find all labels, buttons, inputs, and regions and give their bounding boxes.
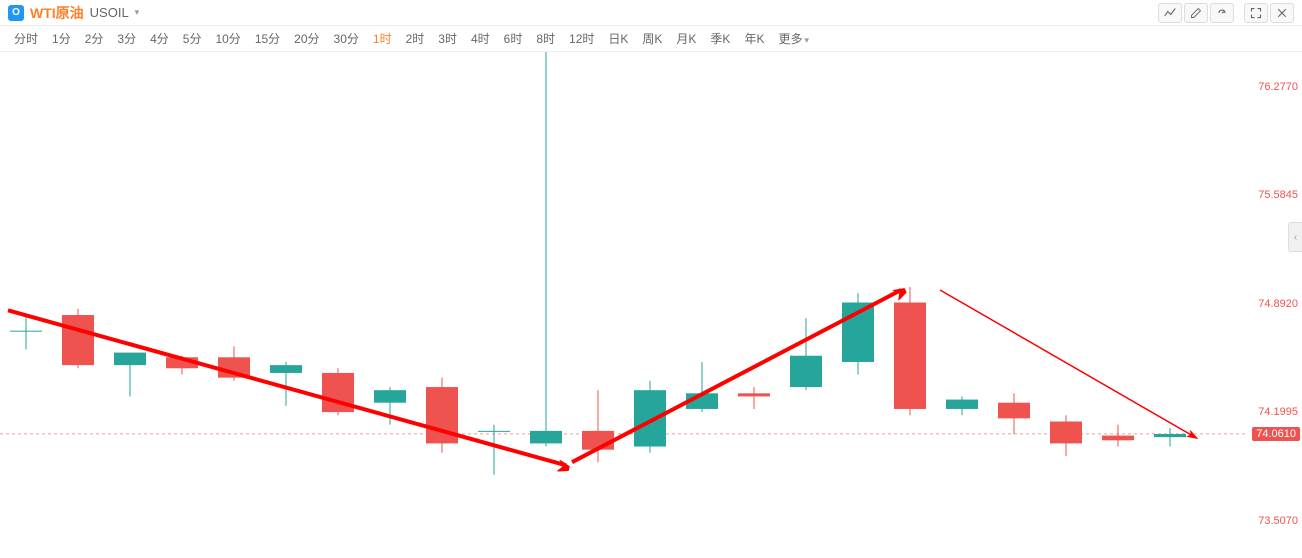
timeframe-10分[interactable]: 10分 xyxy=(209,28,246,49)
timeframe-周K[interactable]: 周K xyxy=(636,28,668,49)
timeframe-分时[interactable]: 分时 xyxy=(8,28,44,49)
price-label: 73.5070 xyxy=(1258,515,1298,527)
timeframe-8时[interactable]: 8时 xyxy=(530,28,561,49)
indicator-button[interactable] xyxy=(1158,3,1182,23)
timeframe-2时[interactable]: 2时 xyxy=(400,28,431,49)
symbol-icon: O xyxy=(8,5,24,21)
timeframe-20分[interactable]: 20分 xyxy=(288,28,325,49)
timeframe-年K[interactable]: 年K xyxy=(738,28,770,49)
timeframe-12时[interactable]: 12时 xyxy=(563,28,600,49)
edit-button[interactable] xyxy=(1184,3,1208,23)
timeframe-4时[interactable]: 4时 xyxy=(465,28,496,49)
price-label: 75.5845 xyxy=(1258,189,1298,201)
toolbar xyxy=(1158,3,1294,23)
timeframe-2分[interactable]: 2分 xyxy=(79,28,110,49)
timeframe-30分[interactable]: 30分 xyxy=(328,28,365,49)
symbol-name: WTI原油 xyxy=(30,3,84,23)
price-current-label: 74.0610 xyxy=(1252,427,1300,441)
symbol-code: USOIL xyxy=(90,5,129,20)
expand-tab[interactable]: ‹ xyxy=(1288,222,1302,252)
timeframe-日K[interactable]: 日K xyxy=(602,28,634,49)
timeframe-5分[interactable]: 5分 xyxy=(177,28,208,49)
timeframe-3时[interactable]: 3时 xyxy=(432,28,463,49)
price-label: 76.2770 xyxy=(1258,81,1298,93)
timeframe-4分[interactable]: 4分 xyxy=(144,28,175,49)
dropdown-icon: ▾ xyxy=(135,7,140,18)
timeframe-更多[interactable]: 更多▾ xyxy=(772,28,815,49)
timeframe-1时[interactable]: 1时 xyxy=(367,28,398,49)
timeframe-1分[interactable]: 1分 xyxy=(46,28,77,49)
price-axis: 76.2770 75.5845 74.8920 74.1995 73.5070 74.06… xyxy=(1248,52,1302,553)
timeframe-15分[interactable]: 15分 xyxy=(249,28,286,49)
fullscreen-button[interactable] xyxy=(1244,3,1268,23)
close-button[interactable] xyxy=(1270,3,1294,23)
settings-button[interactable] xyxy=(1210,3,1234,23)
price-label: 74.1995 xyxy=(1258,406,1298,418)
chart-header: O WTI原油 USOIL ▾ xyxy=(0,0,1302,26)
price-label: 74.8920 xyxy=(1258,298,1298,310)
timeframe-季K[interactable]: 季K xyxy=(704,28,736,49)
timeframe-3分[interactable]: 3分 xyxy=(111,28,142,49)
candlestick-chart xyxy=(0,52,1248,553)
timeframe-6时[interactable]: 6时 xyxy=(498,28,529,49)
chart-area[interactable] xyxy=(0,52,1248,553)
timeframe-bar: 分时1分2分3分4分5分10分15分20分30分1时2时3时4时6时8时12时日… xyxy=(0,26,1302,52)
symbol-info[interactable]: O WTI原油 USOIL ▾ xyxy=(8,3,139,23)
timeframe-月K[interactable]: 月K xyxy=(670,28,702,49)
